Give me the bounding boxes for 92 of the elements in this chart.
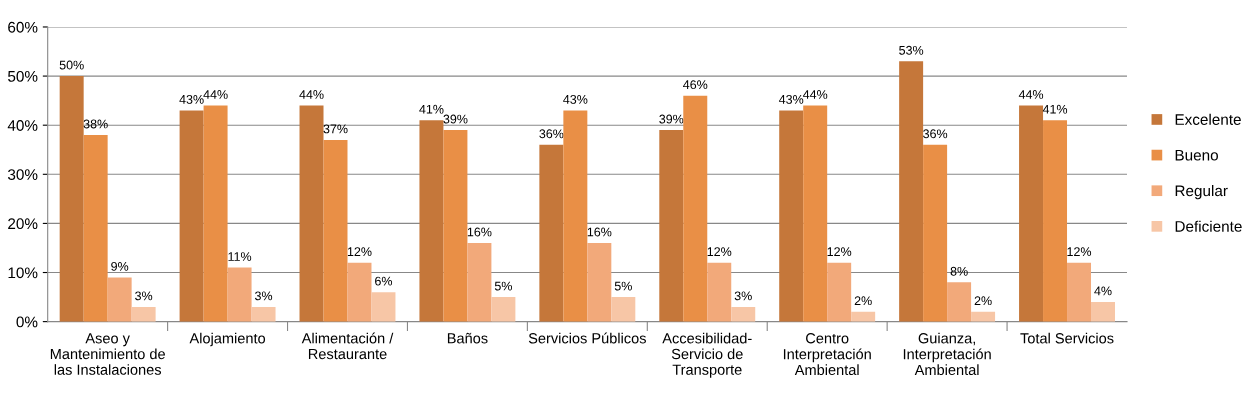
data-label: 44%: [203, 90, 228, 99]
legend-label: Regular: [1175, 184, 1228, 200]
x-tick-label: Centro Interpretación Ambiental: [783, 333, 871, 376]
data-label: 16%: [467, 227, 492, 237]
data-label: 3%: [734, 291, 752, 301]
x-tick-label: Accesibilidad- Servicio de Transporte: [662, 332, 752, 378]
bar: [779, 110, 804, 322]
data-label: 16%: [587, 227, 612, 237]
data-label: 44%: [299, 90, 324, 99]
bar: [131, 306, 156, 322]
data-label: 2%: [854, 296, 872, 306]
bar: [1091, 301, 1115, 322]
y-tick-label: 0%: [16, 316, 38, 328]
bar: [419, 120, 444, 322]
data-label: 38%: [83, 119, 108, 129]
bar: [251, 306, 276, 322]
data-label: 12%: [1067, 247, 1092, 257]
data-label: 53%: [899, 45, 924, 55]
bar: [203, 105, 228, 322]
data-label: 43%: [563, 94, 588, 104]
legend-label: Excelente: [1175, 113, 1241, 125]
x-tick-label: Alimentación / Restaurante: [301, 332, 394, 360]
bar: [683, 95, 708, 322]
bar: [563, 110, 588, 322]
data-label: 9%: [111, 261, 129, 271]
data-label: 5%: [494, 281, 512, 291]
legend-label: Deficiente: [1175, 220, 1242, 232]
data-label: 6%: [375, 276, 393, 286]
data-label: 5%: [614, 281, 632, 291]
bar: [707, 262, 732, 322]
bar: [299, 105, 324, 322]
y-tick-label: 10%: [8, 267, 38, 279]
bar: [371, 292, 396, 322]
data-label: 44%: [802, 90, 828, 99]
data-label: 2%: [974, 296, 992, 306]
x-tick-label: Servicios Públicos: [528, 332, 646, 344]
bar: [323, 139, 348, 322]
bar: [947, 282, 972, 322]
data-label: 37%: [323, 124, 348, 134]
bar: [179, 110, 204, 322]
data-label: 39%: [443, 114, 468, 124]
bar: [923, 144, 948, 322]
bar: [1067, 262, 1092, 322]
bar: [731, 306, 756, 322]
data-label: 12%: [347, 247, 372, 257]
bar: [539, 144, 564, 322]
bar: [227, 267, 252, 322]
bar: [659, 130, 684, 322]
bar: [587, 243, 612, 322]
bar: [467, 243, 492, 322]
y-tick-label: 60%: [8, 21, 38, 33]
legend-label: Bueno: [1175, 149, 1218, 161]
y-tick-label: 20%: [8, 218, 38, 230]
data-label: 12%: [707, 247, 732, 257]
data-label: 50%: [59, 60, 84, 70]
data-label: 8%: [950, 266, 968, 276]
bar: [803, 105, 828, 322]
y-tick-label: 30%: [7, 169, 38, 180]
data-label: 43%: [778, 94, 804, 104]
y-tick-label: 50%: [8, 70, 38, 82]
bar: [827, 262, 852, 322]
bar: [899, 61, 924, 322]
bar: [1019, 105, 1044, 322]
data-label: 43%: [179, 94, 204, 104]
bar: [107, 277, 132, 322]
data-label: 39%: [659, 114, 684, 124]
data-label: 3%: [135, 291, 153, 301]
bar: [347, 262, 372, 322]
data-label: 3%: [254, 291, 273, 301]
bar: [83, 135, 108, 322]
x-tick-label: Aseo y Mantenimiento de las Instalaciones: [50, 333, 165, 375]
data-label: 46%: [683, 80, 708, 90]
data-label: 4%: [1094, 286, 1112, 296]
data-label: 44%: [1018, 90, 1044, 99]
x-tick-label: Total Servicios: [1020, 332, 1114, 344]
data-label: 36%: [923, 129, 948, 139]
x-tick-label: Baños: [447, 332, 488, 344]
x-tick-label: Alojamiento: [189, 332, 266, 347]
bar: [443, 130, 468, 322]
bar: [971, 311, 996, 322]
data-label: 41%: [419, 104, 444, 114]
data-label: 11%: [228, 252, 252, 261]
data-label: 36%: [539, 129, 564, 139]
bar: [1043, 120, 1068, 322]
y-tick-label: 40%: [7, 120, 38, 131]
bar: [611, 297, 636, 322]
bar: [59, 76, 84, 322]
bar: [851, 311, 876, 322]
x-tick-label: Guianza, Interpretación Ambiental: [903, 332, 991, 376]
bar: [491, 297, 516, 322]
data-label: 12%: [827, 247, 852, 257]
data-label: 41%: [1042, 104, 1068, 114]
